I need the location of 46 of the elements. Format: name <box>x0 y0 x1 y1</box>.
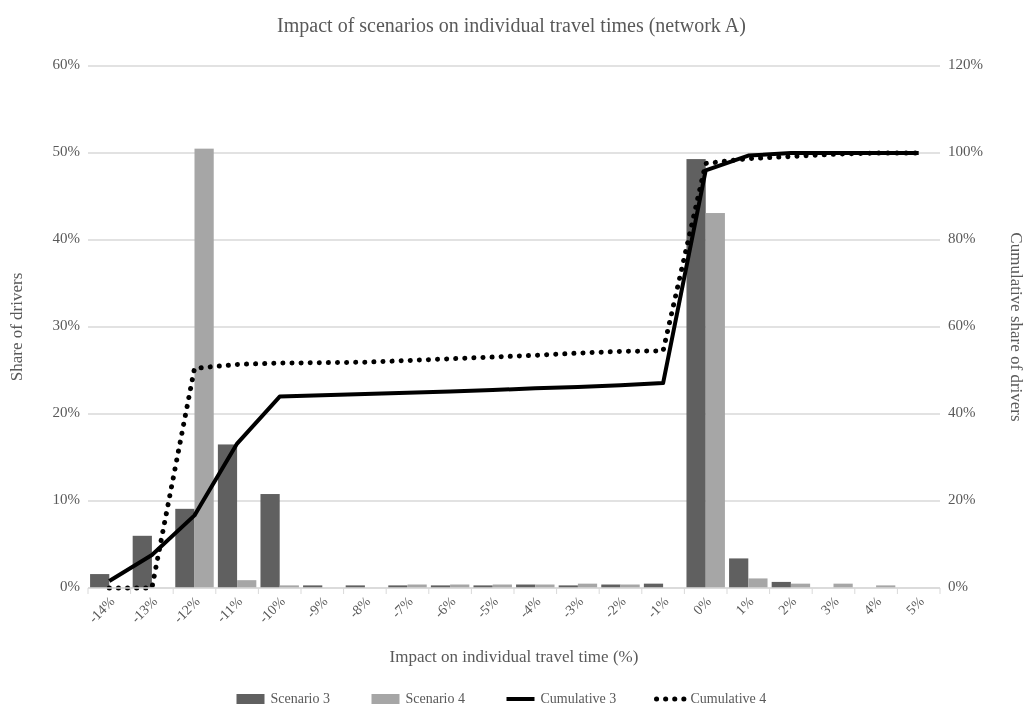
x-tick-label: 0% <box>690 593 715 618</box>
legend-label: Cumulative 3 <box>540 691 617 707</box>
y2-tick-label: 120% <box>948 56 983 73</box>
x-tick-label: -1% <box>644 593 672 621</box>
y-axis-title: Share of drivers <box>7 272 26 382</box>
x-tick-label: 2% <box>775 593 800 618</box>
x-tick-label: -7% <box>388 593 417 621</box>
y-tick-label: 10% <box>52 491 80 508</box>
x-tick-label: -6% <box>431 593 459 621</box>
y2-tick-label: 80% <box>948 230 976 247</box>
y2-tick-label: 60% <box>948 317 976 334</box>
y2-tick-label: 20% <box>948 491 976 508</box>
y2-tick-label: 40% <box>948 404 976 421</box>
x-tick-label: 3% <box>818 593 843 618</box>
legend-label: Scenario 3 <box>270 691 330 707</box>
x-tick-label: -4% <box>516 593 544 621</box>
bar <box>194 148 214 588</box>
chart-title: Impact of scenarios on individual travel times (network A) <box>277 14 746 37</box>
bar <box>260 494 280 588</box>
x-axis-title: Impact on individual travel time (%) <box>389 647 639 666</box>
y-tick-label: 40% <box>52 230 80 247</box>
y-tick-label: 20% <box>52 404 80 421</box>
y-tick-label: 30% <box>52 317 80 334</box>
y2-axis-title: Cumulative share of drivers <box>1007 232 1023 422</box>
x-tick-label: -9% <box>303 593 331 621</box>
x-tick-label: -5% <box>474 593 502 621</box>
bar <box>729 558 749 588</box>
y-tick-label: 60% <box>52 56 80 73</box>
x-tick-label: 1% <box>732 593 757 618</box>
y-tick-label: 50% <box>52 143 80 160</box>
x-tick-label: 4% <box>860 593 885 618</box>
bar <box>748 578 768 588</box>
bar <box>90 574 110 588</box>
x-tick-label: -2% <box>601 593 630 621</box>
x-tick-label: -8% <box>346 593 374 621</box>
legend-label: Cumulative 4 <box>690 691 767 707</box>
bar <box>705 213 725 588</box>
bar <box>686 159 706 588</box>
bar <box>217 444 238 588</box>
x-tick-label: -3% <box>559 593 587 621</box>
legend-label: Scenario 4 <box>405 691 465 707</box>
x-tick-label: 5% <box>903 593 928 618</box>
y2-tick-label: 100% <box>948 143 983 160</box>
bar <box>175 508 195 588</box>
y2-tick-label: 0% <box>948 578 968 595</box>
y-tick-label: 0% <box>60 578 80 595</box>
